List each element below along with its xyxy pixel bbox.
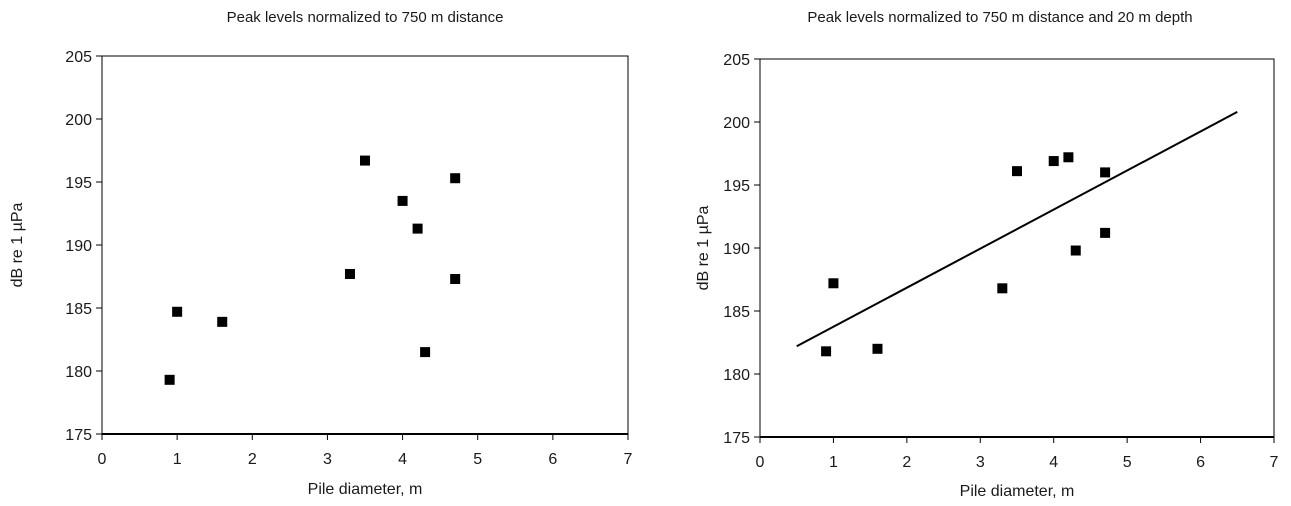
y-tick-label: 190 [65,238,92,255]
x-tick-label: 5 [1123,454,1132,471]
x-axis: 0 1 2 3 4 5 6 7 [756,437,1279,471]
data-point [821,346,832,357]
y-axis: 175 180 185 190 195 200 205 [65,49,102,444]
x-tick-label: 6 [1196,454,1205,471]
y-tick-label: 180 [723,367,750,384]
data-point [997,283,1008,294]
data-point [360,155,370,166]
y-tick-label: 185 [723,304,750,321]
data-point [164,374,175,385]
chart-left: Peak levels normalized to 750 m distance… [9,9,633,498]
plot-area [759,58,1275,438]
data-point [1100,227,1111,238]
x-tick-label: 3 [323,451,332,468]
data-point [450,274,461,285]
x-tick-label: 7 [624,451,633,468]
y-tick-label: 180 [65,364,92,381]
x-tick-label: 5 [473,451,482,468]
data-points [821,152,1111,357]
data-point [217,316,228,327]
y-axis-label: dB re 1 µPa [9,202,26,287]
x-tick-label: 4 [398,451,407,468]
x-tick-label: 1 [829,454,838,471]
x-axis-label: Pile diameter, m [308,481,423,498]
y-tick-label: 195 [723,178,750,195]
data-points [164,155,461,385]
x-tick-label: 0 [98,451,107,468]
x-axis: 0 1 2 3 4 5 6 7 [98,434,633,468]
y-tick-label: 185 [65,301,92,318]
y-tick-label: 195 [65,175,92,192]
data-point [420,347,431,358]
y-tick-label: 175 [65,427,92,444]
x-tick-label: 6 [548,451,557,468]
x-tick-label: 7 [1270,454,1279,471]
x-tick-label: 2 [902,454,911,471]
y-axis-label: dB re 1 µPa [695,205,712,290]
x-tick-label: 2 [248,451,257,468]
x-tick-label: 4 [1049,454,1058,471]
trendline [796,111,1238,348]
data-point [828,278,839,289]
data-point [1070,245,1081,256]
x-tick-label: 0 [756,454,765,471]
y-axis: 175 180 185 190 195 200 205 [723,52,760,447]
y-tick-label: 200 [723,115,750,132]
data-point [872,343,883,354]
x-tick-label: 1 [173,451,182,468]
data-point [1063,152,1074,163]
x-tick-label: 3 [976,454,985,471]
y-tick-label: 205 [65,49,92,66]
trendline-layer [796,111,1238,348]
data-point [1012,166,1022,177]
chart-right: Peak levels normalized to 750 m distance… [695,9,1279,500]
chart-title: Peak levels normalized to 750 m distance [227,9,504,26]
plot-area [101,55,629,435]
data-point [412,223,423,234]
x-axis-label: Pile diameter, m [960,483,1075,500]
data-point [397,195,408,206]
data-point [1048,156,1059,167]
y-tick-label: 200 [65,112,92,129]
data-point [1100,167,1111,178]
y-tick-label: 190 [723,241,750,258]
data-point [450,173,461,184]
data-point [172,306,183,317]
y-tick-label: 205 [723,52,750,69]
chart-title: Peak levels normalized to 750 m distance… [807,9,1192,26]
y-tick-label: 175 [723,430,750,447]
data-point [344,268,355,279]
